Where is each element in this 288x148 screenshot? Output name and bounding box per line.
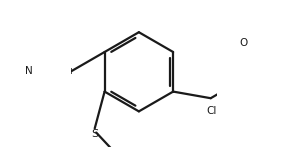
Text: O: O <box>240 38 248 48</box>
Text: N: N <box>25 66 33 76</box>
Text: S: S <box>91 129 98 139</box>
Text: Cl: Cl <box>206 106 217 116</box>
